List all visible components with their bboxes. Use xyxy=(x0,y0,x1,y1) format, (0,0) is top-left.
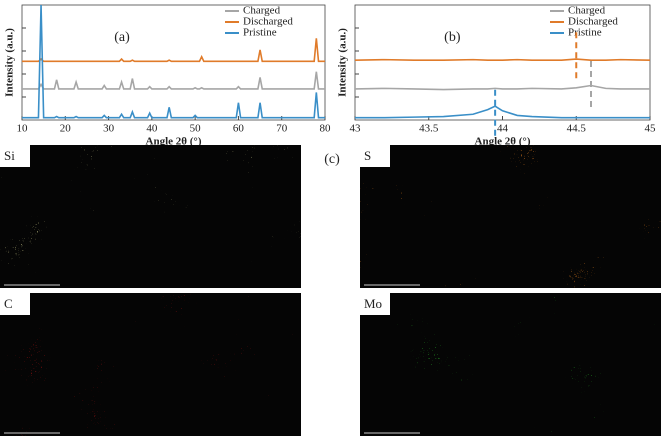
map-label: C xyxy=(4,296,13,311)
legend-label: Discharged xyxy=(568,16,618,28)
x-tick-label: 10 xyxy=(17,123,29,135)
map-label: Si xyxy=(4,148,15,163)
x-tick-label: 44.5 xyxy=(567,123,587,135)
panel-label: (a) xyxy=(114,30,130,45)
legend-label: Pristine xyxy=(568,27,602,39)
legend-label: Charged xyxy=(243,5,281,17)
series-line xyxy=(354,84,650,91)
x-tick-label: 43.5 xyxy=(419,123,439,135)
series-line xyxy=(22,71,325,90)
map-label: Mo xyxy=(364,296,382,311)
panel-label: (c) xyxy=(324,152,340,167)
legend-label: Charged xyxy=(568,5,606,17)
map-label-box xyxy=(360,145,390,167)
x-tick-label: 30 xyxy=(103,123,115,135)
legend-label: Pristine xyxy=(243,27,277,39)
legend-label: Discharged xyxy=(243,16,293,28)
element-map xyxy=(360,293,661,436)
series-line xyxy=(354,58,651,61)
element-map xyxy=(0,145,301,288)
x-tick-label: 70 xyxy=(276,123,288,135)
x-tick-label: 60 xyxy=(233,123,245,135)
map-label-box xyxy=(360,293,390,315)
series-line xyxy=(22,38,325,63)
plot-frame xyxy=(21,4,326,121)
x-tick-label: 20 xyxy=(60,123,72,135)
map-label-box xyxy=(0,293,30,315)
element-map xyxy=(360,145,661,288)
element-map xyxy=(0,293,301,436)
x-tick-label: 44 xyxy=(497,123,509,135)
x-tick-label: 43 xyxy=(350,123,362,135)
series-line xyxy=(22,4,325,119)
x-tick-label: 45 xyxy=(645,123,657,135)
x-tick-label: 40 xyxy=(146,123,158,135)
y-axis-label: Intensity (a.u.) xyxy=(337,28,349,97)
x-tick-label: 50 xyxy=(190,123,202,135)
x-axis-label: Angle 2θ (°) xyxy=(475,136,531,148)
series-line xyxy=(355,105,650,119)
x-axis-label: Angle 2θ (°) xyxy=(146,136,202,148)
panel-label: (b) xyxy=(444,30,461,45)
map-label: S xyxy=(364,148,371,163)
x-tick-label: 80 xyxy=(320,123,332,135)
y-axis-label: Intensity (a.u.) xyxy=(4,28,16,97)
map-label-box xyxy=(0,145,30,167)
